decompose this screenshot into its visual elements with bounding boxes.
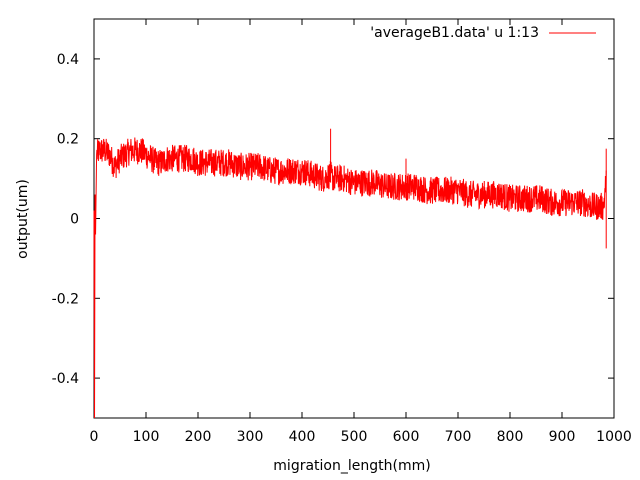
y-tick-label: 0.2 bbox=[57, 132, 79, 148]
y-tick-label: -0.4 bbox=[52, 371, 79, 387]
plot-border bbox=[93, 18, 615, 419]
x-tick-label: 100 bbox=[133, 429, 160, 445]
x-tick-label: 200 bbox=[185, 429, 212, 445]
y-tick-label: 0.4 bbox=[57, 52, 79, 68]
legend: 'averageB1.data' u 1:13 bbox=[370, 25, 596, 41]
series-layer bbox=[93, 128, 607, 419]
x-tick-label: 700 bbox=[445, 429, 472, 445]
plot-frame bbox=[93, 18, 615, 419]
legend-label: 'averageB1.data' u 1:13 bbox=[370, 25, 539, 41]
x-tick-label: 300 bbox=[237, 429, 264, 445]
x-axis-label: migration_length(mm) bbox=[273, 458, 430, 474]
y-tick-label: 0 bbox=[70, 212, 79, 228]
x-tick-label: 400 bbox=[289, 429, 316, 445]
x-tick-label: 500 bbox=[341, 429, 368, 445]
y-tick-label: -0.2 bbox=[52, 291, 79, 307]
y-axis-label: output(um) bbox=[15, 179, 31, 259]
x-axis-ticks: 0 100 200 300 400 500 600 700 800 900 1000 bbox=[90, 19, 632, 445]
x-tick-label: 600 bbox=[393, 429, 420, 445]
x-tick-label: 0 bbox=[90, 429, 99, 445]
x-tick-label: 900 bbox=[549, 429, 576, 445]
series-line bbox=[93, 137, 607, 419]
x-tick-label: 1000 bbox=[596, 429, 632, 445]
y-axis-ticks: -0.4 -0.2 0 0.2 0.4 bbox=[52, 52, 614, 387]
x-tick-label: 800 bbox=[497, 429, 524, 445]
